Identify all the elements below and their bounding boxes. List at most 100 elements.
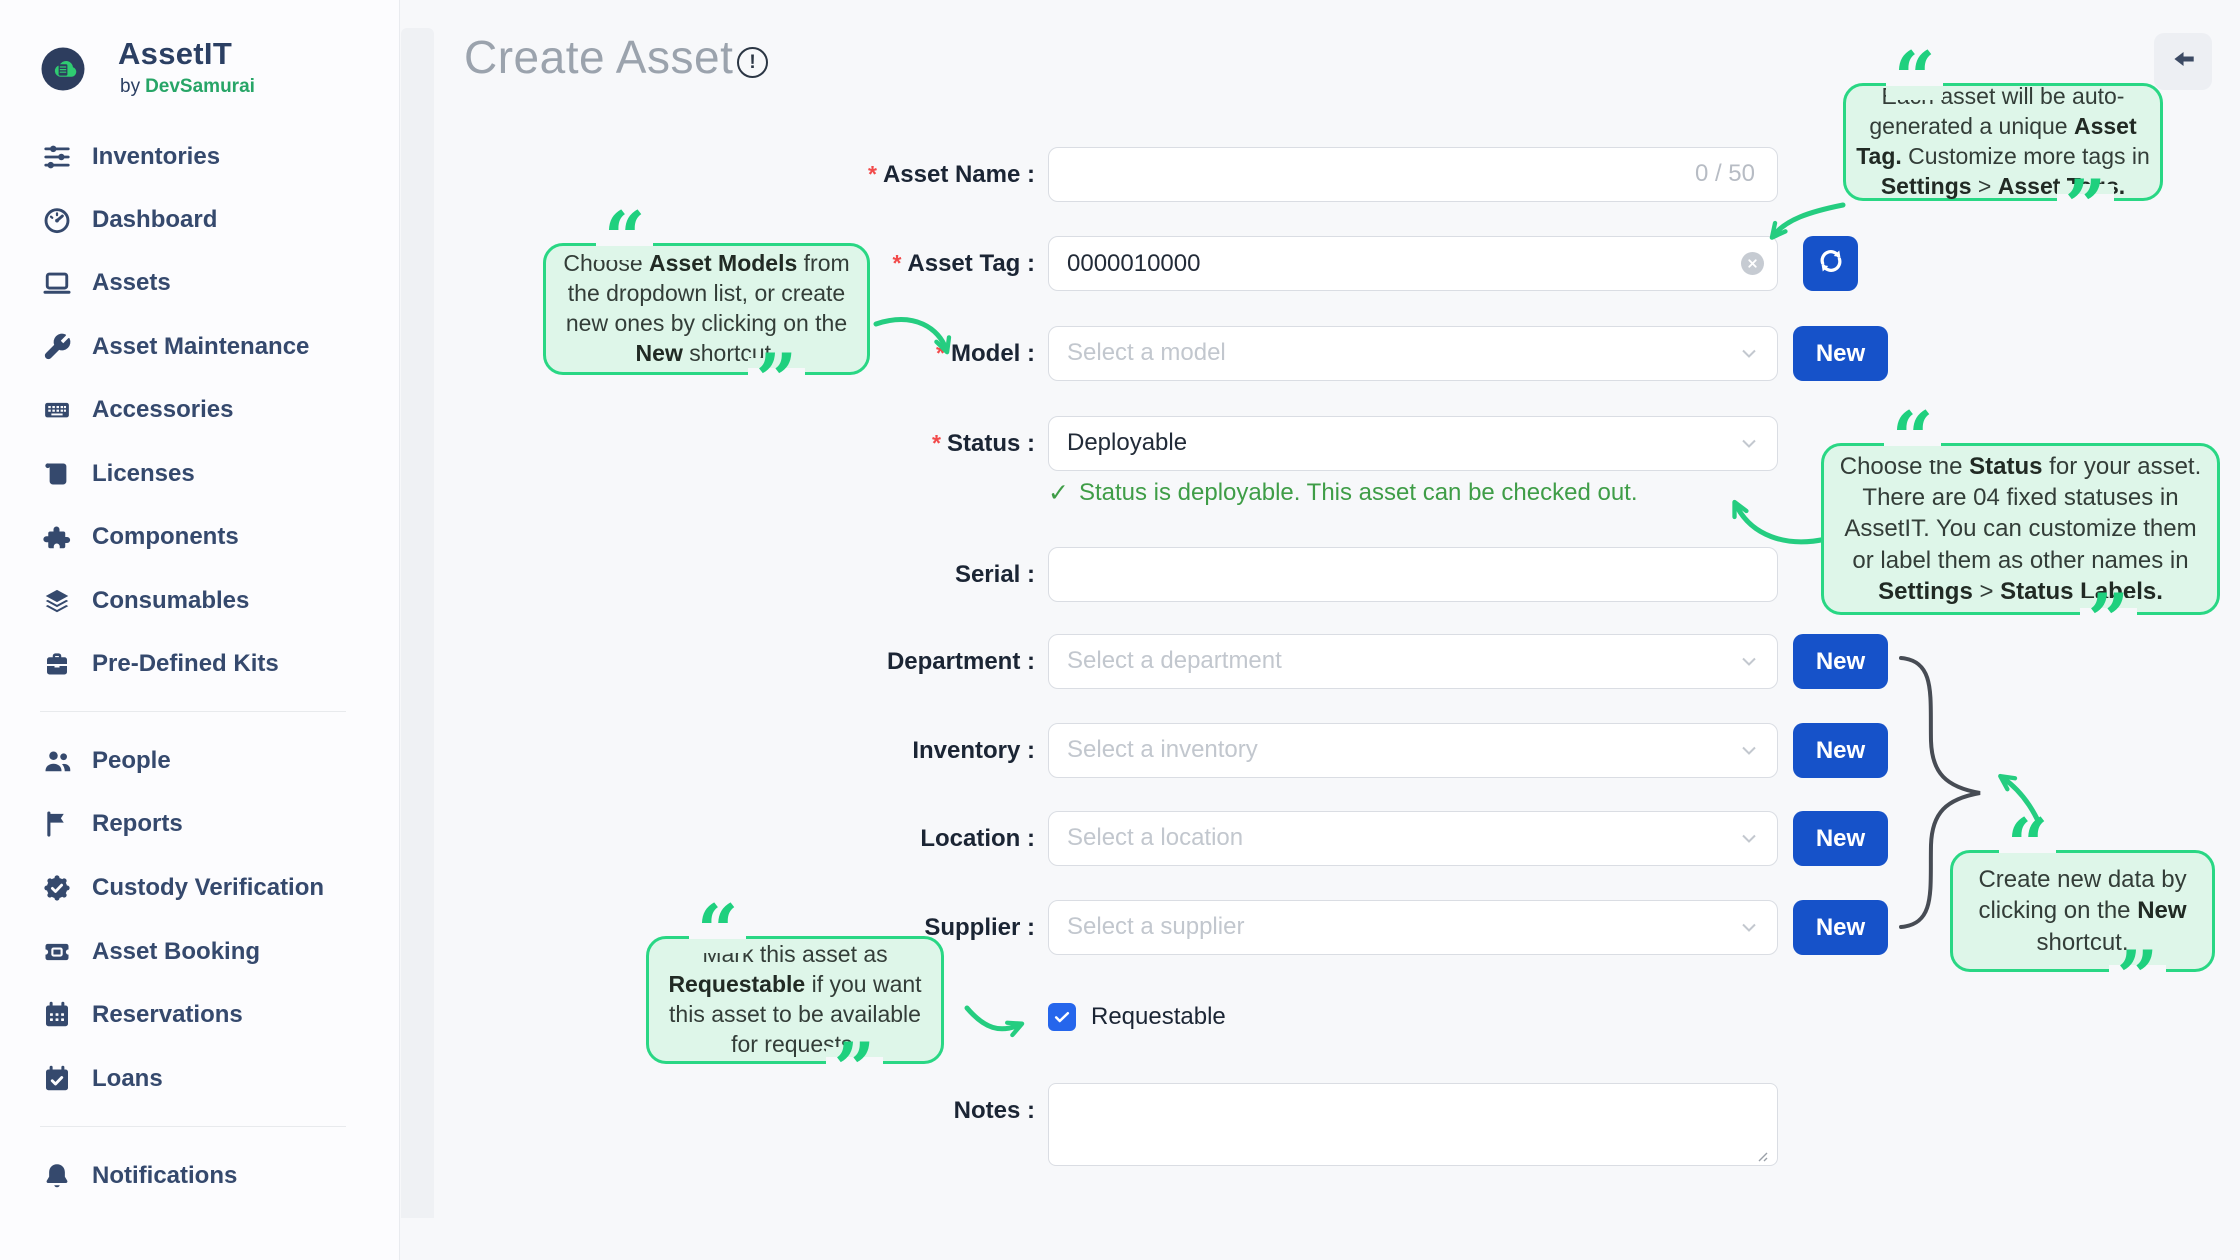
toolbox-icon (42, 649, 72, 679)
department-label: Department : (434, 634, 1035, 689)
serial-input[interactable] (1049, 548, 1777, 601)
inventory-label: Inventory : (434, 723, 1035, 778)
chevron-down-icon (1737, 915, 1761, 939)
chevron-down-icon (1737, 826, 1761, 850)
department-new-button[interactable]: New (1793, 634, 1888, 689)
sidebar-item-pre-defined-kits[interactable]: Pre-Defined Kits (0, 643, 399, 685)
assetit-logo-icon (41, 47, 85, 91)
serial-label: Serial : (434, 547, 1035, 602)
sidebar-item-reports[interactable]: Reports (0, 803, 399, 845)
sidebar-item-asset-maintenance[interactable]: Asset Maintenance (0, 326, 399, 368)
asset-tag-input[interactable] (1049, 237, 1777, 290)
sidebar-item-asset-booking[interactable]: Asset Booking (0, 931, 399, 973)
sidebar-item-assets[interactable]: Assets (0, 262, 399, 304)
status-label: *Status : (434, 416, 1035, 471)
inventory-select[interactable]: Select a inventory (1048, 723, 1778, 778)
inventory-new-button[interactable]: New (1793, 723, 1888, 778)
serial-field[interactable] (1048, 547, 1778, 602)
callout-asset-tag: “ ” Each asset will be auto-generated a … (1843, 83, 2163, 201)
callout-new-shortcut: “ ” Create new data by clicking on the N… (1950, 850, 2215, 972)
sidebar-item-consumables[interactable]: Consumables (0, 580, 399, 622)
sidebar-item-inventories[interactable]: Inventories (0, 136, 399, 178)
required-asterisk: * (892, 250, 901, 276)
puzzle-icon (42, 522, 72, 552)
requestable-label[interactable]: Requestable (1091, 1003, 1226, 1031)
chevron-down-icon (1737, 431, 1761, 455)
regenerate-tag-button[interactable] (1803, 236, 1858, 291)
status-select[interactable]: Deployable (1048, 416, 1778, 471)
sliders-icon (42, 142, 72, 172)
sidebar-divider (40, 711, 346, 712)
required-asterisk: * (936, 340, 945, 366)
sidebar-item-loans[interactable]: Loans (0, 1058, 399, 1100)
notes-label: Notes : (434, 1083, 1035, 1138)
refresh-icon (1816, 246, 1846, 281)
asset-name-input[interactable] (1049, 148, 1777, 201)
model-select[interactable]: Select a model (1048, 326, 1778, 381)
supplier-new-button[interactable]: New (1793, 900, 1888, 955)
sidebar-item-components[interactable]: Components (0, 516, 399, 558)
location-label: Location : (434, 811, 1035, 866)
select-placeholder: Select a inventory (1067, 724, 1258, 776)
calendar-icon (42, 1000, 72, 1030)
chevron-down-icon (1737, 341, 1761, 365)
sidebar-item-accessories[interactable]: Accessories (0, 389, 399, 431)
select-placeholder: Select a supplier (1067, 901, 1244, 953)
select-placeholder: Select a location (1067, 812, 1243, 864)
laptop-icon (42, 268, 72, 298)
location-new-button[interactable]: New (1793, 811, 1888, 866)
sidebar-divider (40, 1126, 346, 1127)
app-subtitle: byDevSamurai (120, 76, 255, 98)
arrow-left-icon (2168, 44, 2198, 79)
scrollbar-track[interactable] (401, 28, 434, 1218)
sidebar: AssetIT byDevSamurai Inventories Dashboa… (0, 0, 400, 1260)
status-value: Deployable (1067, 417, 1187, 469)
ticket-icon (42, 937, 72, 967)
sidebar-item-reservations[interactable]: Reservations (0, 994, 399, 1036)
chevron-down-icon (1737, 649, 1761, 673)
select-placeholder: Select a department (1067, 635, 1282, 687)
app-title: AssetIT (118, 36, 232, 72)
bell-icon (42, 1161, 72, 1191)
company-name: DevSamurai (145, 76, 255, 97)
requestable-checkbox[interactable] (1048, 1003, 1076, 1031)
asset-tag-field[interactable] (1048, 236, 1778, 291)
calendar-check-icon (42, 1064, 72, 1094)
select-placeholder: Select a model (1067, 327, 1226, 379)
close-quote-icon: ” (2109, 955, 2166, 999)
required-asterisk: * (868, 161, 877, 187)
people-icon (42, 746, 72, 776)
location-select[interactable]: Select a location (1048, 811, 1778, 866)
callout-model: “ ” Choose Asset Models from the dropdow… (543, 243, 870, 375)
sidebar-item-licenses[interactable]: Licenses (0, 453, 399, 495)
layers-icon (42, 586, 72, 616)
page-title: Create Asset (464, 30, 733, 84)
open-quote-icon: “ (1999, 823, 2056, 867)
required-asterisk: * (932, 430, 941, 456)
chevron-down-icon (1737, 738, 1761, 762)
sidebar-item-people[interactable]: People (0, 740, 399, 782)
char-counter: 0 / 50 (1695, 148, 1755, 200)
supplier-select[interactable]: Select a supplier (1048, 900, 1778, 955)
back-button[interactable] (2154, 33, 2212, 90)
sidebar-item-notifications[interactable]: Notifications (0, 1155, 399, 1197)
create-asset-page: AssetIT byDevSamurai Inventories Dashboa… (0, 0, 2240, 1260)
department-select[interactable]: Select a department (1048, 634, 1778, 689)
model-new-button[interactable]: New (1793, 326, 1888, 381)
check-icon: ✓ (1048, 478, 1069, 508)
sidebar-item-dashboard[interactable]: Dashboard (0, 199, 399, 241)
scroll-icon (42, 459, 72, 489)
wrench-icon (42, 332, 72, 362)
callout-requestable: “ ” Mark this asset as Requestable if yo… (646, 936, 944, 1064)
notes-textarea[interactable] (1048, 1083, 1778, 1166)
status-message: ✓ Status is deployable. This asset can b… (1048, 478, 1638, 508)
clear-icon[interactable] (1741, 252, 1764, 275)
flag-icon (42, 809, 72, 839)
gauge-icon (42, 205, 72, 235)
callout-status: “ ” Choose the Status for your asset. Th… (1821, 443, 2220, 615)
keyboard-icon (42, 395, 72, 425)
info-icon[interactable]: ! (737, 47, 768, 78)
asset-name-field[interactable]: 0 / 50 (1048, 147, 1778, 202)
resize-handle-icon[interactable] (1753, 1147, 1769, 1163)
sidebar-item-custody-verification[interactable]: Custody Verification (0, 867, 399, 909)
